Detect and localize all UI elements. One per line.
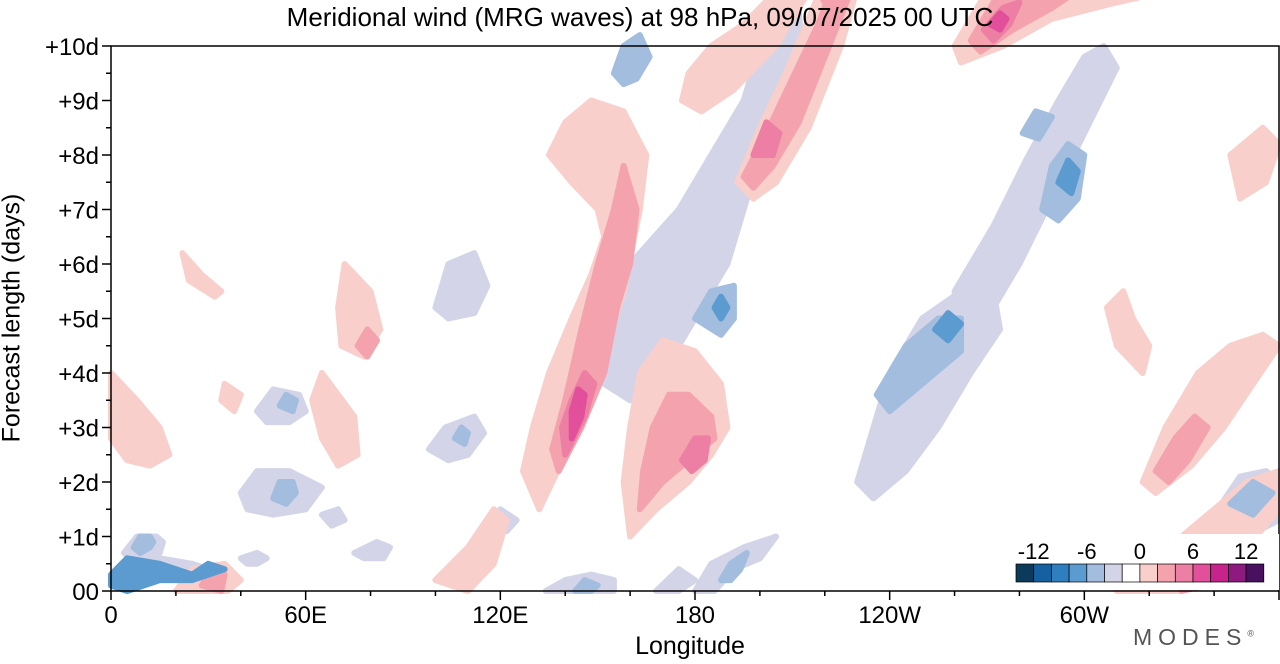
y-axis-label: Forecast length (days) <box>0 193 26 443</box>
colorbar-swatch <box>1192 563 1212 583</box>
contour-pos-24 <box>432 506 510 594</box>
contour-neg-34 <box>130 533 157 556</box>
contour-pos-33 <box>1227 124 1280 202</box>
colorbar-swatch <box>1228 563 1247 583</box>
y-tick-label: +3d <box>58 416 99 443</box>
contour-neg-45 <box>1227 479 1276 518</box>
contour-pos-32 <box>1104 288 1153 376</box>
x-tick-label: 180 <box>675 602 715 629</box>
colorbar-swatch <box>1104 563 1123 583</box>
colorbar: -12 -6 0 6 12 <box>1011 534 1279 590</box>
contour-neg-2 <box>237 549 270 567</box>
x-tick-label: 120E <box>472 602 528 629</box>
modes-logo: MODES® <box>1133 624 1254 650</box>
contour-neg-41 <box>610 32 653 88</box>
y-tick-label: +1d <box>58 525 99 552</box>
contour-pos-27 <box>679 0 808 115</box>
contour-pos-20 <box>179 250 225 300</box>
colorbar-swatch <box>1086 563 1105 583</box>
contour-neg-15 <box>854 288 1003 502</box>
contour-pos-22 <box>309 370 361 469</box>
contour-neg-16 <box>951 43 1120 333</box>
colorbar-swatch <box>1210 563 1229 583</box>
y-tick-label: +7d <box>58 198 99 225</box>
contour-pos-49 <box>636 391 718 513</box>
y-tick-label: +2d <box>58 470 99 497</box>
x-axis-label: Longitude <box>635 632 745 660</box>
colorbar-swatch <box>1121 563 1141 583</box>
x-axis: 0 60E 120E 180 120W 60W <box>104 591 1280 629</box>
contour-pos-21 <box>218 380 244 415</box>
y-tick-label: +9d <box>58 89 99 116</box>
contour-neg-37 <box>451 424 471 447</box>
chart-title: Meridional wind (MRG waves) at 98 hPa, 0… <box>286 2 994 32</box>
y-tick-label: +4d <box>58 361 99 388</box>
contour-pos-54 <box>1152 413 1211 485</box>
contour-neg-8 <box>432 250 491 322</box>
contour-neg-36 <box>276 391 299 415</box>
contour-neg-6 <box>351 539 393 562</box>
y-tick-label: +6d <box>58 252 99 279</box>
colorbar-swatch <box>1015 563 1035 583</box>
contour-neg-4 <box>318 506 348 529</box>
contour-neg-35 <box>270 479 299 507</box>
colorbar-label: -12 <box>1018 539 1050 564</box>
contour-pos-64 <box>568 386 588 442</box>
contour-pos-66 <box>987 10 1010 33</box>
contour-neg-58 <box>1055 157 1081 197</box>
colorbar-label: 6 <box>1187 539 1199 564</box>
y-tick-label: 00 <box>72 579 99 606</box>
contour-pos-51 <box>819 0 831 6</box>
colorbar-swatch <box>1068 563 1088 583</box>
contour-pos-18 <box>108 370 173 469</box>
contour-pos-47 <box>354 326 380 360</box>
contour-pos-60 <box>679 435 711 475</box>
contour-neg-39 <box>718 549 750 584</box>
contour-neg-57 <box>932 310 964 344</box>
colorbar-swatch <box>1033 563 1052 583</box>
colorbar-label: 12 <box>1234 539 1258 564</box>
colorbar-swatch <box>1157 563 1176 583</box>
x-tick-label: 120W <box>858 602 921 629</box>
colorbar-label: 0 <box>1134 539 1146 564</box>
x-tick-label: 60E <box>284 602 327 629</box>
colorbar-swatch <box>1139 563 1158 583</box>
contour-pos-61 <box>750 119 783 158</box>
colorbar-swatch <box>1051 563 1070 583</box>
y-tick-label: +10d <box>45 34 99 61</box>
contour-neg-44 <box>1019 108 1055 142</box>
y-axis: 00 +1d +2d +3d +4d +5d +6d +7d +8d +9d +10d <box>45 34 111 606</box>
contour-field <box>108 0 1280 594</box>
contour-neg-42 <box>873 315 964 415</box>
x-tick-label: 0 <box>104 602 117 629</box>
x-tick-label: 60W <box>1060 602 1110 629</box>
colorbar-swatch <box>1174 563 1194 583</box>
colorbar-label: -6 <box>1077 539 1097 564</box>
y-tick-label: +5d <box>58 307 99 334</box>
contour-neg-56 <box>711 293 731 322</box>
colorbar-swatch <box>1245 563 1265 583</box>
contour-neg-12 <box>653 566 698 594</box>
y-tick-label: +8d <box>58 143 99 170</box>
